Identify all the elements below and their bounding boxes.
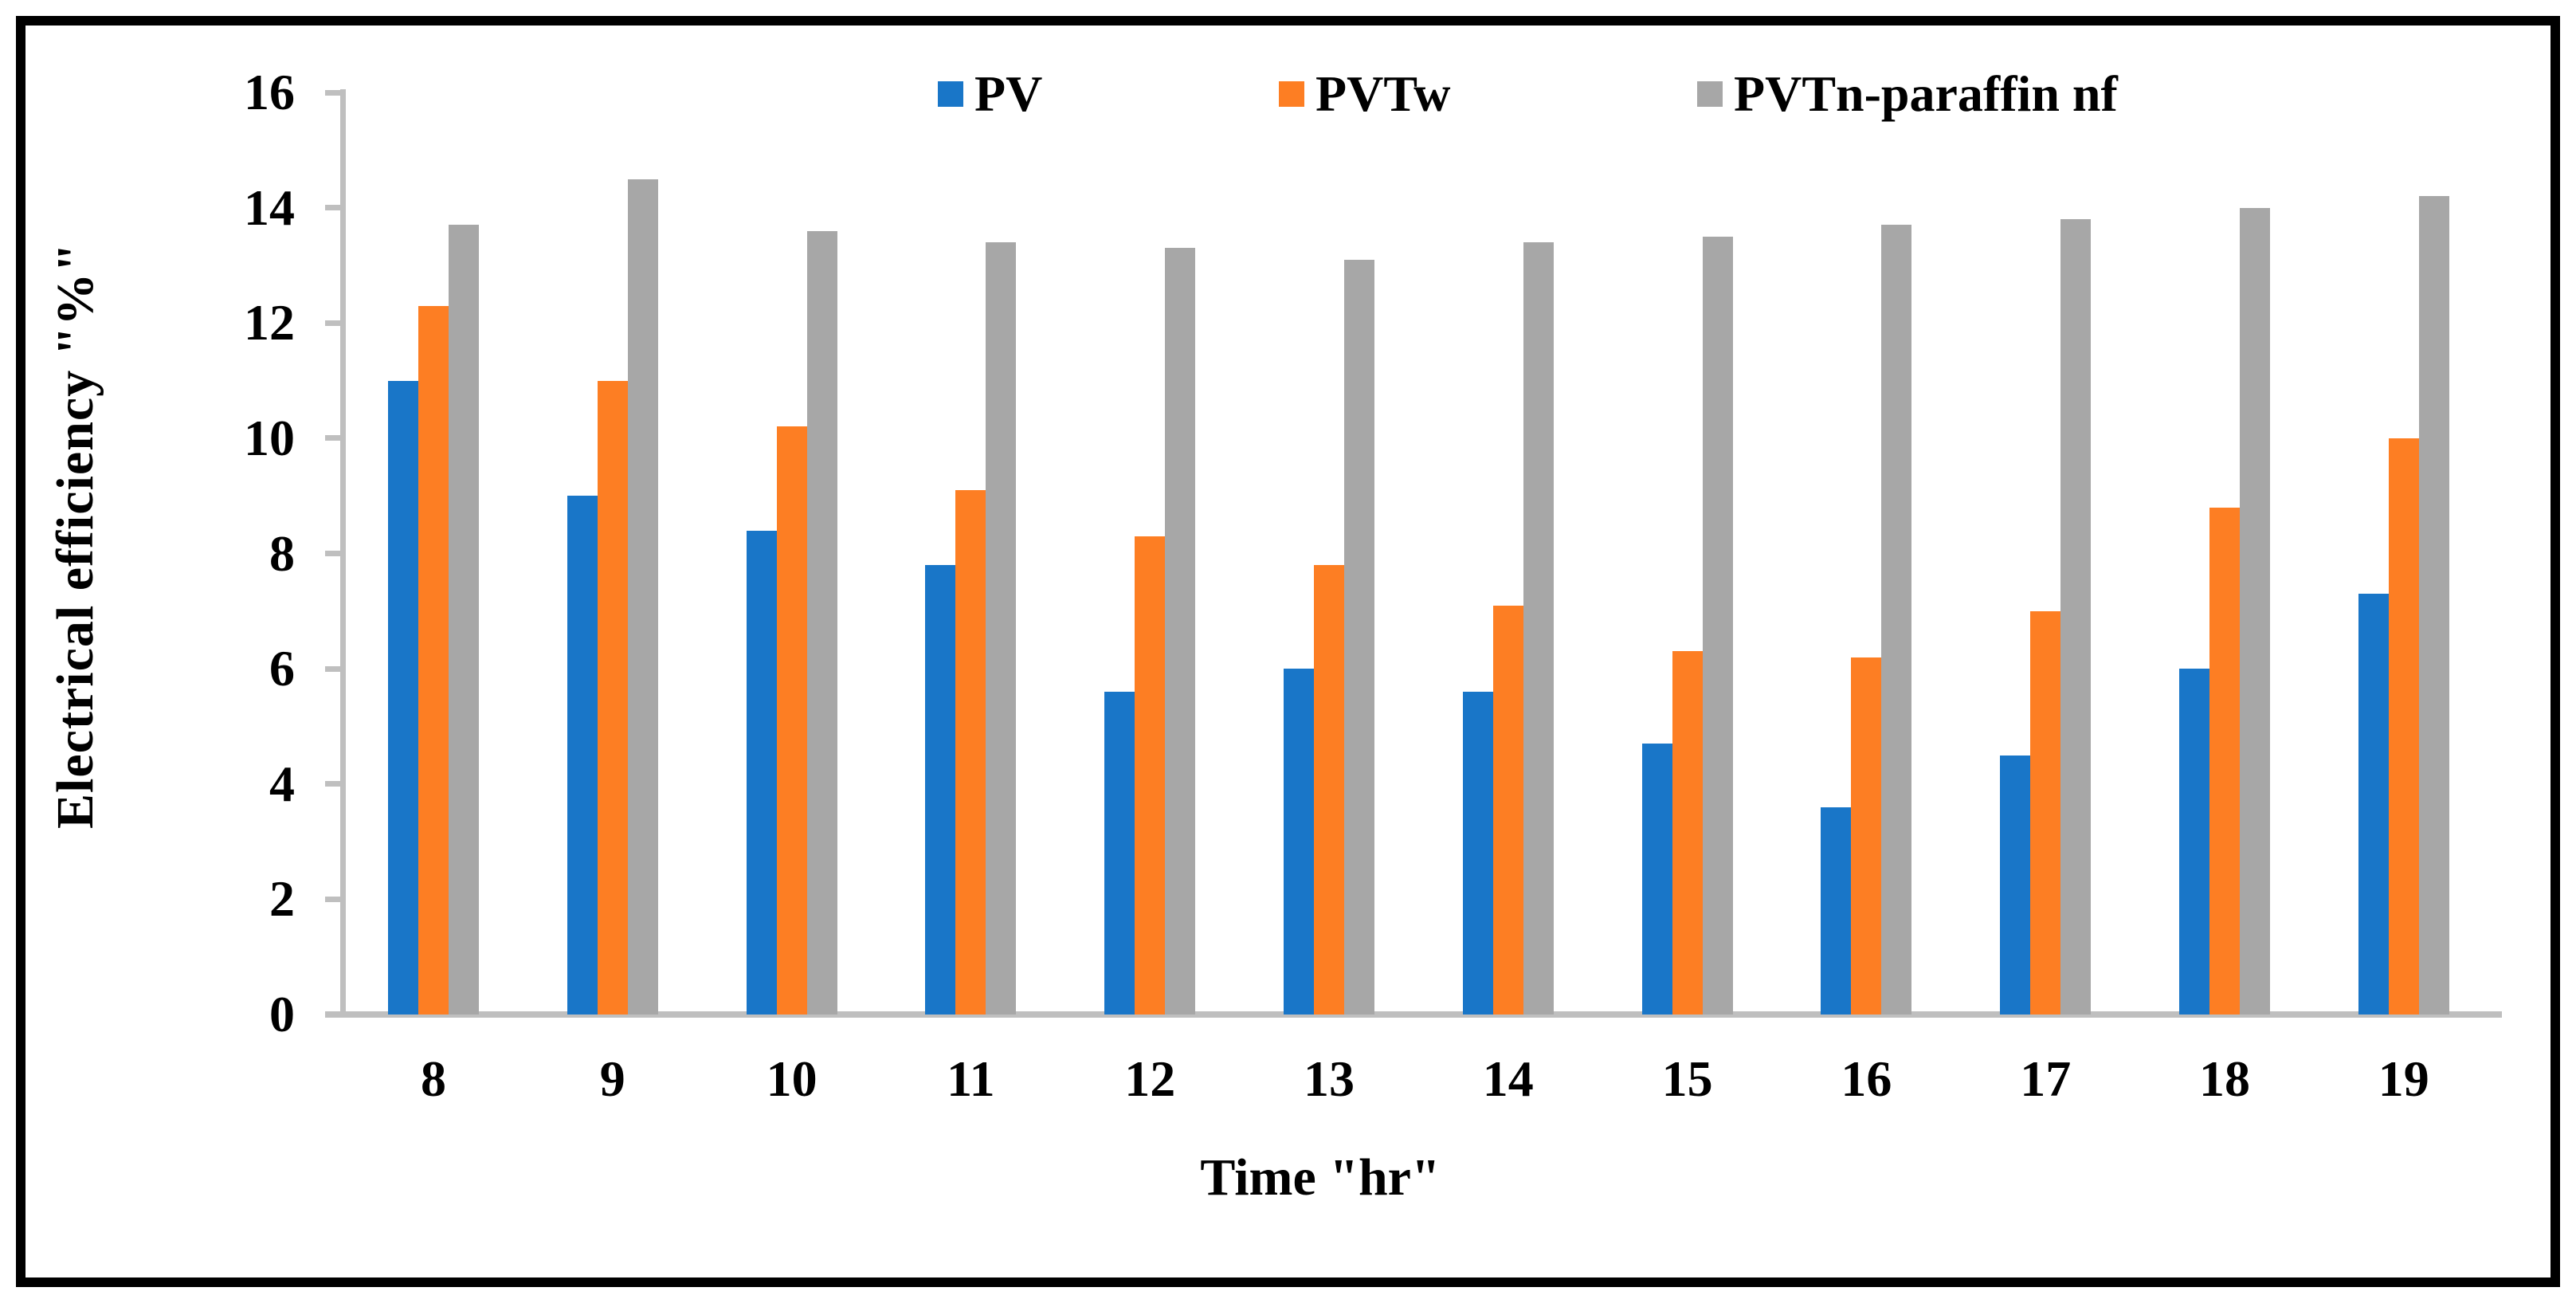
y-tick-mark-12 [325,320,343,326]
bar-pvtw-hour-19 [2388,438,2419,1015]
x-category-label-18: 18 [2199,1050,2250,1107]
legend-item-pvtw: PVTw [1279,65,1451,122]
y-tick-label-0: 0 [269,986,295,1042]
x-category-label-17: 17 [2020,1050,2072,1107]
y-tick-mark-2 [325,896,343,902]
bar-pv-hour-11 [925,564,956,1015]
y-tick-mark-16 [325,89,343,96]
bar-pvtw-hour-9 [597,380,628,1015]
x-category-label-10: 10 [766,1050,817,1107]
legend-item-pvtn-paraffin-nf: PVTn-paraffin nf [1697,65,2118,122]
bar-pvtn-paraffin-nf-hour-13 [1344,259,1374,1015]
bar-pvtw-hour-11 [955,489,986,1015]
legend-swatch-pvtn-paraffin-nf [1697,81,1723,107]
bar-pvtw-hour-16 [1851,657,1882,1015]
bar-pvtn-paraffin-nf-hour-14 [1523,242,1554,1015]
bar-pvtn-paraffin-nf-hour-15 [1702,236,1733,1015]
bar-pvtw-hour-14 [1492,605,1523,1015]
legend-label-pv: PV [974,65,1043,122]
bar-pvtn-paraffin-nf-hour-17 [2060,219,2092,1015]
y-tick-mark-0 [325,1011,343,1018]
legend-label-pvtw: PVTw [1315,65,1451,122]
bar-pv-hour-18 [2179,669,2209,1015]
bar-pv-hour-8 [388,380,418,1015]
x-axis-line [325,1011,2502,1018]
legend-label-pvtn-paraffin-nf: PVTn-paraffin nf [1734,65,2118,122]
x-category-label-19: 19 [2378,1050,2429,1107]
x-category-label-15: 15 [1661,1050,1713,1107]
x-category-label-13: 13 [1304,1050,1355,1107]
legend-swatch-pvtw [1279,81,1304,107]
bar-pvtw-hour-10 [776,426,807,1015]
x-axis-title: Time "hr" [1200,1148,1441,1207]
y-tick-label-12: 12 [244,294,295,351]
x-category-label-9: 9 [599,1050,625,1107]
y-tick-mark-14 [325,205,343,211]
legend-item-pv: PV [938,65,1043,122]
figure-border [16,16,2560,1287]
y-tick-mark-4 [325,781,343,787]
y-tick-label-8: 8 [269,524,295,582]
bar-pvtw-hour-12 [1135,536,1166,1015]
bar-pv-hour-9 [567,496,598,1015]
bar-pvtw-hour-15 [1672,651,1703,1015]
bar-pvtw-hour-17 [2030,610,2061,1015]
y-tick-mark-6 [325,665,343,672]
y-axis-title: Electrical efficiency "%" [46,242,104,829]
y-tick-mark-8 [325,551,343,557]
x-category-label-14: 14 [1482,1050,1534,1107]
bar-pvtn-paraffin-nf-hour-10 [806,230,837,1015]
y-tick-label-2: 2 [269,870,295,928]
y-tick-label-10: 10 [244,409,295,466]
y-tick-label-16: 16 [244,64,295,121]
bar-pvtn-paraffin-nf-hour-9 [627,179,658,1015]
bar-pvtn-paraffin-nf-hour-19 [2418,196,2449,1015]
bar-pv-hour-16 [1821,807,1852,1015]
bar-pvtn-paraffin-nf-hour-8 [449,225,479,1015]
bar-pv-hour-17 [2000,755,2031,1015]
y-tick-label-4: 4 [269,755,295,812]
bar-pvtw-hour-13 [1314,564,1344,1015]
y-tick-label-14: 14 [244,179,295,236]
bar-pvtn-paraffin-nf-hour-12 [1165,248,1196,1015]
bar-pvtn-paraffin-nf-hour-16 [1881,225,1912,1015]
legend-swatch-pv [938,81,963,107]
x-category-label-12: 12 [1124,1050,1176,1107]
bar-pvtn-paraffin-nf-hour-18 [2240,207,2270,1015]
y-axis-line [340,89,346,1018]
bar-pvtw-hour-18 [2209,507,2240,1015]
x-category-label-11: 11 [947,1050,995,1107]
bar-pv-hour-15 [1641,744,1672,1015]
bar-pvtn-paraffin-nf-hour-11 [986,242,1017,1015]
bar-pv-hour-14 [1462,692,1493,1015]
bar-pvtw-hour-8 [418,305,449,1015]
bar-pv-hour-19 [2358,594,2389,1015]
y-tick-mark-10 [325,435,343,442]
y-tick-label-6: 6 [269,640,295,697]
bar-pv-hour-10 [746,530,777,1015]
bar-pv-hour-13 [1284,669,1314,1015]
x-category-label-16: 16 [1841,1050,1892,1107]
bar-pv-hour-12 [1104,692,1135,1015]
x-category-label-8: 8 [421,1050,446,1107]
